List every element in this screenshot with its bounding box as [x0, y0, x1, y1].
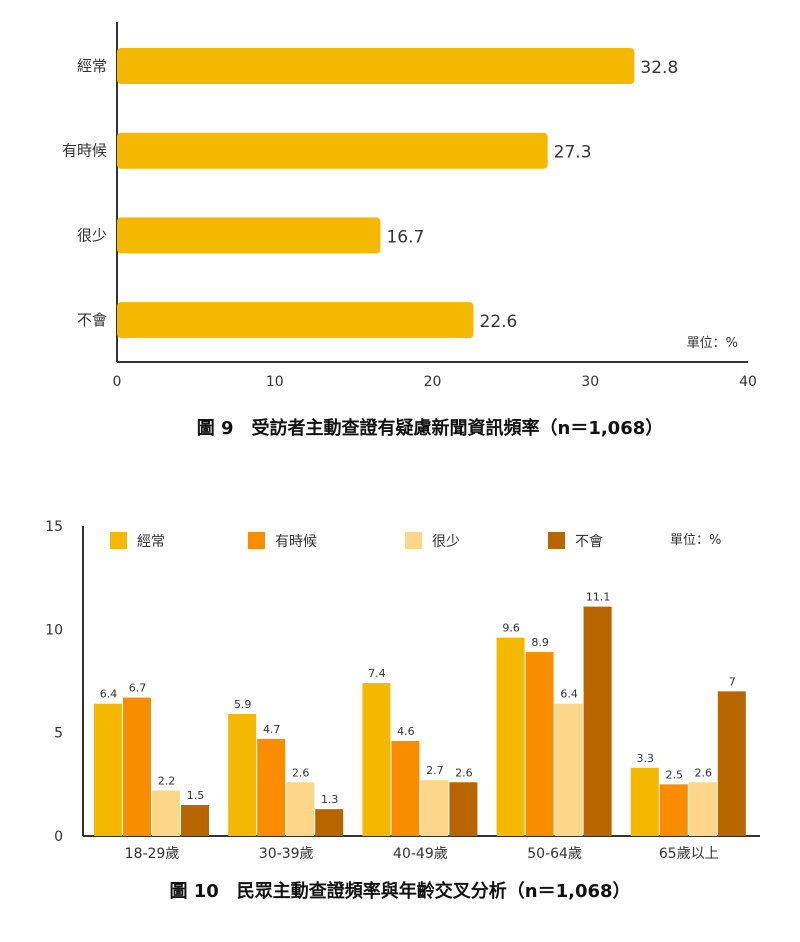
bar [630, 767, 659, 836]
bar [717, 691, 746, 836]
bar [688, 782, 717, 836]
x-tick-label: 30 [581, 374, 599, 390]
bar [449, 782, 478, 836]
data-label: 22.6 [480, 312, 518, 332]
data-label: 27.3 [554, 143, 592, 163]
legend-swatch [548, 532, 565, 549]
bar [554, 703, 583, 836]
y-tick-label: 15 [45, 519, 63, 535]
data-label: 7.4 [368, 667, 386, 680]
unit-label: 單位：% [687, 336, 738, 351]
data-label: 5.9 [234, 698, 252, 711]
bar [123, 697, 151, 836]
category-label: 40-49歲 [393, 846, 448, 862]
legend-swatch [405, 532, 422, 549]
data-label: 6.7 [129, 682, 147, 695]
category-label: 50-64歲 [527, 846, 582, 862]
data-label: 6.4 [100, 688, 118, 701]
bar [286, 782, 315, 836]
legend: 經常 有時候 很少 不會 [110, 532, 603, 550]
legend-label: 很少 [432, 534, 460, 550]
legend-label: 經常 [137, 534, 165, 550]
x-tick-label: 0 [113, 374, 122, 390]
y-tick-label: 0 [54, 829, 63, 845]
data-label: 4.7 [263, 723, 281, 736]
bar [117, 217, 381, 254]
bar [94, 703, 122, 836]
data-label: 11.1 [586, 591, 611, 604]
bar [525, 652, 554, 836]
chart-title: 圖 10 民眾主動查證頻率與年齡交叉分析（n＝1,068） [169, 880, 630, 902]
data-label: 2.6 [292, 766, 310, 779]
data-label: 16.7 [386, 227, 424, 247]
bar [117, 302, 474, 339]
legend-label: 不會 [575, 534, 603, 550]
category-label: 很少 [77, 226, 107, 244]
data-label: 2.2 [158, 775, 176, 788]
legend-swatch [248, 532, 265, 549]
bar [420, 780, 449, 836]
bar [117, 48, 635, 84]
data-label: 7 [729, 675, 736, 688]
bar [496, 637, 525, 836]
age-cross-bar-chart: 經常 有時候 很少 不會 單位：% 0 5 10 15 6.4 6.7 2.2 1.5 18-29歲 5… [45, 519, 760, 902]
unit-label: 單位：% [670, 533, 721, 548]
x-tick-label: 40 [739, 374, 757, 390]
bar [659, 784, 688, 836]
legend-swatch [110, 532, 127, 549]
data-label: 1.3 [321, 793, 339, 806]
data-label: 9.6 [502, 622, 520, 635]
bar [391, 740, 420, 836]
data-label: 6.4 [560, 688, 578, 701]
chart-title: 圖 9 受訪者主動查證有疑慮新聞資訊頻率（n＝1,068） [197, 417, 664, 439]
data-label: 32.8 [640, 58, 678, 78]
bar [257, 738, 286, 836]
data-label: 2.6 [455, 766, 473, 779]
data-label: 2.7 [426, 764, 444, 777]
data-label: 2.5 [666, 768, 684, 781]
data-label: 3.3 [637, 752, 655, 765]
bar [362, 683, 391, 836]
y-tick-label: 10 [45, 622, 63, 638]
category-label: 經常 [77, 57, 107, 75]
bar [117, 132, 548, 169]
bar [228, 714, 257, 836]
category-label: 65歲以上 [659, 846, 719, 862]
bar [181, 805, 209, 836]
x-tick-label: 20 [424, 374, 442, 390]
bar [315, 809, 344, 836]
category-label: 不會 [77, 311, 107, 329]
category-label: 18-29歲 [125, 846, 180, 862]
bar [152, 790, 180, 836]
data-label: 2.6 [695, 766, 713, 779]
legend-label: 有時候 [275, 534, 317, 550]
bar [583, 606, 612, 836]
data-label: 1.5 [187, 789, 205, 802]
x-tick-label: 10 [266, 374, 284, 390]
category-label: 30-39歲 [259, 846, 314, 862]
category-label: 有時候 [62, 142, 107, 160]
data-label: 4.6 [397, 725, 415, 738]
y-tick-label: 5 [54, 726, 63, 742]
data-label: 8.9 [531, 636, 549, 649]
